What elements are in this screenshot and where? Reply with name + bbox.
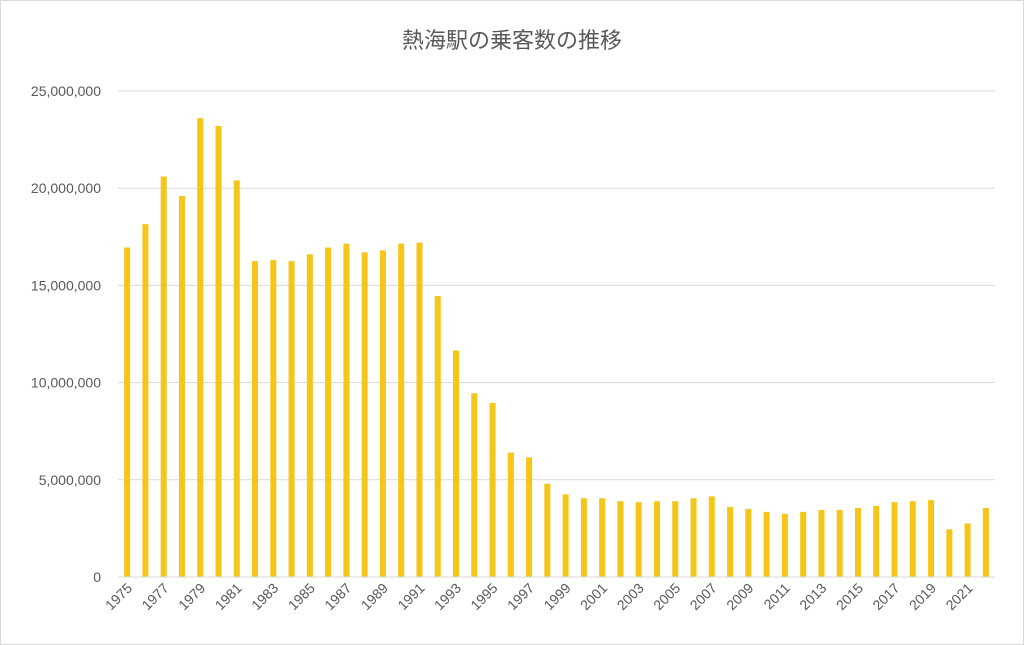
bar-1991 bbox=[416, 242, 423, 577]
bar-1995 bbox=[489, 403, 496, 577]
x-tick-label: 2021 bbox=[942, 580, 975, 613]
bar-1987 bbox=[343, 243, 350, 577]
x-tick-label: 2017 bbox=[869, 580, 902, 613]
x-tick-label: 1975 bbox=[102, 580, 135, 613]
bar-2013 bbox=[818, 509, 825, 577]
bar-1997 bbox=[526, 457, 533, 577]
bar-1975 bbox=[124, 247, 131, 578]
x-tick-label: 1995 bbox=[467, 580, 500, 613]
y-tick-label: 25,000,000 bbox=[31, 83, 101, 99]
chart-title: 熱海駅の乗客数の推移 bbox=[401, 29, 622, 54]
bar-1994 bbox=[471, 393, 478, 577]
bar-1986 bbox=[325, 247, 332, 578]
bars bbox=[124, 118, 989, 578]
x-tick-label: 2001 bbox=[577, 580, 610, 613]
bar-2009 bbox=[745, 508, 752, 577]
bar-2010 bbox=[763, 511, 770, 577]
x-tick-label: 1993 bbox=[431, 580, 464, 613]
bar-1981 bbox=[233, 180, 240, 578]
bar-1992 bbox=[434, 296, 441, 577]
bar-1983 bbox=[270, 260, 277, 577]
bar-2014 bbox=[836, 509, 843, 577]
bar-2003 bbox=[635, 502, 642, 577]
bar-1985 bbox=[306, 254, 313, 578]
x-tick-label: 1985 bbox=[285, 580, 318, 613]
x-tick-label: 2011 bbox=[760, 580, 793, 613]
gridlines bbox=[118, 90, 995, 481]
x-tick-label: 2015 bbox=[833, 580, 866, 613]
x-tick-label: 1999 bbox=[540, 580, 573, 613]
x-tick-label: 2013 bbox=[796, 580, 829, 613]
x-tick-label: 1997 bbox=[504, 580, 537, 613]
bar-2018 bbox=[909, 501, 916, 577]
x-tick-label: 2019 bbox=[906, 580, 939, 613]
bar-1989 bbox=[379, 250, 386, 577]
x-tick-label: 1991 bbox=[394, 580, 427, 613]
bar-2016 bbox=[873, 506, 880, 577]
bar-1988 bbox=[361, 252, 368, 577]
x-tick-label: 1979 bbox=[175, 580, 208, 613]
bar-2004 bbox=[653, 501, 660, 577]
bar-1996 bbox=[507, 452, 514, 577]
bar-2002 bbox=[617, 501, 624, 577]
x-tick-label: 2005 bbox=[650, 580, 683, 613]
bar-2022 bbox=[982, 507, 989, 577]
bar-2006 bbox=[690, 498, 697, 577]
bar-2005 bbox=[672, 501, 679, 577]
x-tick-label: 1989 bbox=[358, 580, 391, 613]
bar-1984 bbox=[288, 261, 295, 577]
x-tick-label: 1977 bbox=[138, 580, 171, 613]
bar-2001 bbox=[599, 498, 606, 577]
y-tick-label: 20,000,000 bbox=[31, 180, 101, 196]
x-tick-label: 2007 bbox=[687, 580, 720, 613]
x-tick-label: 2009 bbox=[723, 580, 756, 613]
bar-1998 bbox=[544, 483, 551, 577]
bar-1990 bbox=[398, 243, 405, 577]
bar-1982 bbox=[252, 261, 259, 577]
bar-1980 bbox=[215, 125, 222, 578]
bar-2020 bbox=[946, 529, 953, 577]
bar-2017 bbox=[891, 502, 898, 577]
bar-1993 bbox=[453, 350, 460, 577]
bar-1977 bbox=[160, 176, 167, 578]
bar-2011 bbox=[781, 513, 788, 577]
y-tick-label: 5,000,000 bbox=[39, 472, 101, 488]
bar-2012 bbox=[800, 511, 807, 577]
y-tick-label: 10,000,000 bbox=[31, 375, 101, 391]
x-tick-label: 1981 bbox=[212, 580, 245, 613]
bar-2015 bbox=[854, 507, 861, 577]
bar-2007 bbox=[708, 496, 715, 577]
x-axis-tick-labels: 1975 1977 1979 1981 1983 1985 1987 1989 1991 1993… bbox=[102, 580, 976, 613]
x-tick-label: 1987 bbox=[321, 580, 354, 613]
bar-1999 bbox=[562, 494, 569, 577]
x-tick-label: 1983 bbox=[248, 580, 281, 613]
bar-1976 bbox=[142, 224, 149, 577]
bar-1979 bbox=[197, 118, 204, 577]
bar-2008 bbox=[727, 507, 734, 577]
bar-2000 bbox=[580, 498, 587, 577]
x-tick-label: 2003 bbox=[613, 580, 646, 613]
bar-1978 bbox=[178, 195, 185, 578]
bar-2021 bbox=[964, 523, 971, 577]
y-tick-label: 15,000,000 bbox=[31, 277, 101, 293]
y-axis-tick-labels: 0 5,000,000 10,000,000 15,000,000 20,000,000… bbox=[31, 83, 101, 585]
bar-2019 bbox=[928, 500, 935, 577]
y-tick-label: 0 bbox=[93, 569, 101, 585]
